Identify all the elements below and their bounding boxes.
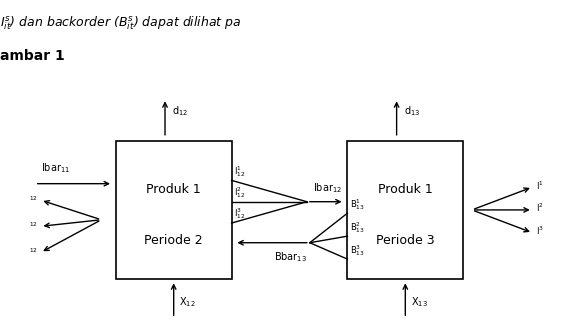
Text: Ibar$_{12}$: Ibar$_{12}$ xyxy=(313,181,342,195)
Text: Periode 3: Periode 3 xyxy=(376,234,435,247)
Text: I$^2_{12}$: I$^2_{12}$ xyxy=(234,185,246,200)
Text: B$^3_{13}$: B$^3_{13}$ xyxy=(350,243,365,258)
Bar xyxy=(116,141,232,279)
Text: X$_{13}$: X$_{13}$ xyxy=(411,295,428,309)
Text: I$^2$: I$^2$ xyxy=(536,202,543,215)
Text: I$^1$: I$^1$ xyxy=(536,179,543,192)
Bar xyxy=(347,141,463,279)
Text: $_{12}$: $_{12}$ xyxy=(29,194,38,203)
Text: Bbar$_{13}$: Bbar$_{13}$ xyxy=(274,250,307,264)
Text: B$^1_{13}$: B$^1_{13}$ xyxy=(350,197,365,212)
Text: Produk 1: Produk 1 xyxy=(146,183,201,196)
Text: Produk 1: Produk 1 xyxy=(378,183,433,196)
Text: Periode 2: Periode 2 xyxy=(144,234,203,247)
Text: d$_{12}$: d$_{12}$ xyxy=(172,105,188,118)
Text: I$^3_{12}$: I$^3_{12}$ xyxy=(234,207,246,221)
Text: X$_{12}$: X$_{12}$ xyxy=(179,295,196,309)
Text: Ibar$_{11}$: Ibar$_{11}$ xyxy=(41,162,69,175)
Text: d$_{13}$: d$_{13}$ xyxy=(404,105,420,118)
Text: $I^s_{it}$) dan backorder ($B^s_{it}$) dapat dilihat pa: $I^s_{it}$) dan backorder ($B^s_{it}$) d… xyxy=(0,14,241,32)
Text: ambar 1: ambar 1 xyxy=(0,49,65,63)
Text: $_{12}$: $_{12}$ xyxy=(29,246,38,256)
Text: I$^3$: I$^3$ xyxy=(536,225,544,237)
Text: I$^1_{12}$: I$^1_{12}$ xyxy=(234,164,246,179)
Text: $_{12}$: $_{12}$ xyxy=(29,220,38,229)
Text: B$^2_{13}$: B$^2_{13}$ xyxy=(350,220,365,235)
